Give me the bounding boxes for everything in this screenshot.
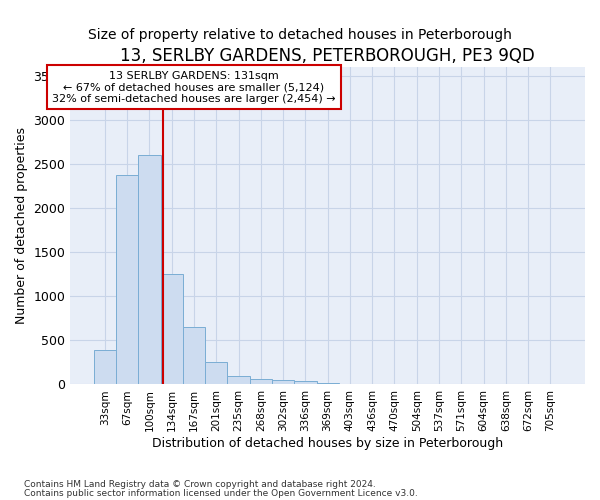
- Text: Contains public sector information licensed under the Open Government Licence v3: Contains public sector information licen…: [24, 488, 418, 498]
- Bar: [250, 380, 272, 384]
- Bar: [272, 380, 294, 384]
- Text: Size of property relative to detached houses in Peterborough: Size of property relative to detached ho…: [88, 28, 512, 42]
- Y-axis label: Number of detached properties: Number of detached properties: [15, 128, 28, 324]
- Title: 13, SERLBY GARDENS, PETERBOROUGH, PE3 9QD: 13, SERLBY GARDENS, PETERBOROUGH, PE3 9Q…: [120, 48, 535, 66]
- Bar: [294, 381, 317, 384]
- Text: Contains HM Land Registry data © Crown copyright and database right 2024.: Contains HM Land Registry data © Crown c…: [24, 480, 376, 489]
- X-axis label: Distribution of detached houses by size in Peterborough: Distribution of detached houses by size …: [152, 437, 503, 450]
- Bar: [205, 362, 227, 384]
- Bar: [161, 274, 183, 384]
- Text: 13 SERLBY GARDENS: 131sqm
← 67% of detached houses are smaller (5,124)
32% of se: 13 SERLBY GARDENS: 131sqm ← 67% of detac…: [52, 70, 336, 104]
- Bar: [227, 376, 250, 384]
- Bar: [317, 383, 339, 384]
- Bar: [116, 175, 138, 384]
- Bar: [183, 327, 205, 384]
- Bar: [94, 350, 116, 384]
- Bar: [138, 155, 161, 384]
